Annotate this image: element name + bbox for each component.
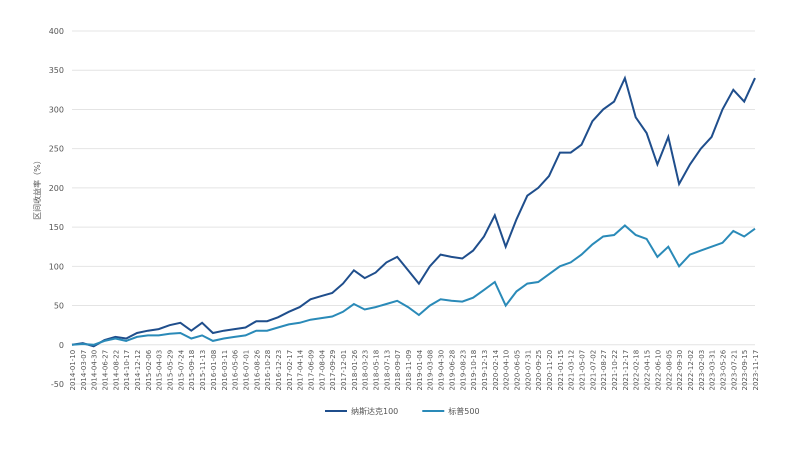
x-tick-label: 2018-07-13 <box>383 350 391 391</box>
y-tick-label: 200 <box>49 184 64 193</box>
x-tick-label: 2023-09-15 <box>741 350 749 391</box>
x-tick-label: 2016-07-01 <box>242 350 250 391</box>
x-tick-label: 2020-11-20 <box>546 350 554 391</box>
x-tick-label: 2019-03-08 <box>427 350 435 391</box>
x-tick-label: 2022-04-15 <box>644 350 652 391</box>
x-tick-label: 2021-03-12 <box>568 350 576 391</box>
x-tick-label: 2015-05-29 <box>167 350 175 391</box>
x-tick-label: 2016-03-11 <box>221 350 229 391</box>
x-tick-label: 2014-08-22 <box>112 350 120 391</box>
x-tick-label: 2023-05-26 <box>719 349 727 390</box>
x-tick-label: 2023-03-31 <box>709 350 717 391</box>
x-tick-label: 2020-06-05 <box>513 350 521 391</box>
x-tick-label: 2020-02-14 <box>492 349 500 390</box>
x-tick-label: 2016-12-23 <box>275 350 283 391</box>
x-tick-label: 2021-01-15 <box>557 350 565 391</box>
x-tick-label: 2018-09-07 <box>394 350 402 391</box>
x-tick-label: 2015-02-06 <box>145 349 153 390</box>
x-tick-label: 2019-06-28 <box>448 350 456 391</box>
y-tick-label: 150 <box>49 223 64 232</box>
x-tick-label: 2017-02-17 <box>286 350 294 391</box>
x-tick-label: 2018-05-18 <box>373 350 381 391</box>
x-tick-label: 2022-12-02 <box>687 350 695 391</box>
x-tick-label: 2021-05-07 <box>579 350 587 391</box>
legend-label: 纳斯达克100 <box>351 406 398 416</box>
y-tick-label: 400 <box>49 27 64 36</box>
x-tick-label: 2022-09-30 <box>676 350 684 391</box>
x-tick-label: 2021-12-17 <box>622 350 630 391</box>
line-series <box>71 224 756 346</box>
x-tick-label: 2019-10-18 <box>470 350 478 391</box>
x-tick-label: 2016-08-26 <box>253 349 261 390</box>
y-axis-title: 区间收益率（%） <box>32 156 42 220</box>
x-tick-label: 2014-04-30 <box>91 350 99 391</box>
x-tick-label: 2019-08-23 <box>459 350 467 391</box>
x-tick-label: 2014-01-10 <box>69 350 77 391</box>
y-tick-label: 350 <box>49 66 64 75</box>
x-tick-label: 2023-07-21 <box>730 350 738 391</box>
x-tick-label: 2019-04-30 <box>438 350 446 391</box>
x-tick-label: 2017-08-04 <box>318 349 326 390</box>
x-tick-label: 2014-03-07 <box>80 350 88 391</box>
x-tick-label: 2017-06-09 <box>308 350 316 391</box>
x-tick-label: 2018-03-23 <box>362 350 370 391</box>
x-tick-label: 2014-12-12 <box>134 350 142 391</box>
x-tick-label: 2019-12-13 <box>481 350 489 391</box>
x-tick-label: 2023-02-03 <box>698 350 706 391</box>
x-tick-label: 2018-11-09 <box>405 350 413 391</box>
y-tick-label: 0 <box>59 341 64 350</box>
x-tick-label: 2019-01-04 <box>416 349 424 390</box>
y-tick-label: 50 <box>54 302 64 311</box>
x-tick-label: 2021-07-02 <box>589 350 597 391</box>
x-tick-label: 2014-06-27 <box>102 350 110 391</box>
x-tick-label: 2015-07-24 <box>177 349 185 390</box>
x-tick-label: 2018-01-26 <box>351 349 359 390</box>
x-tick-label: 2015-11-13 <box>199 350 207 391</box>
line-series <box>71 75 756 348</box>
y-tick-label: -50 <box>51 380 64 389</box>
y-tick-label: 250 <box>49 145 64 154</box>
x-tick-label: 2021-10-22 <box>611 350 619 391</box>
x-tick-label: 2015-09-18 <box>188 350 196 391</box>
x-tick-label: 2014-10-17 <box>123 350 131 391</box>
x-tick-label: 2020-09-25 <box>535 350 543 391</box>
x-tick-label: 2017-09-29 <box>329 350 337 391</box>
x-tick-label: 2017-12-01 <box>340 350 348 391</box>
y-tick-label: 100 <box>49 262 64 271</box>
legend-label: 标普500 <box>448 406 479 416</box>
x-tick-label: 2023-11-17 <box>752 350 760 391</box>
x-tick-label: 2022-06-10 <box>654 350 662 391</box>
x-tick-label: 2016-05-06 <box>232 349 240 390</box>
x-tick-label: 2015-04-03 <box>156 350 164 391</box>
x-tick-label: 2022-02-18 <box>633 350 641 391</box>
x-tick-label: 2021-08-27 <box>600 350 608 391</box>
x-tick-label: 2020-04-10 <box>503 350 511 391</box>
x-tick-label: 2016-10-28 <box>264 350 272 391</box>
y-tick-label: 300 <box>49 105 64 114</box>
x-tick-label: 2016-01-08 <box>210 350 218 391</box>
x-tick-label: 2020-07-31 <box>524 350 532 391</box>
x-tick-label: 2017-04-14 <box>297 349 305 390</box>
x-tick-label: 2022-08-05 <box>665 350 673 391</box>
